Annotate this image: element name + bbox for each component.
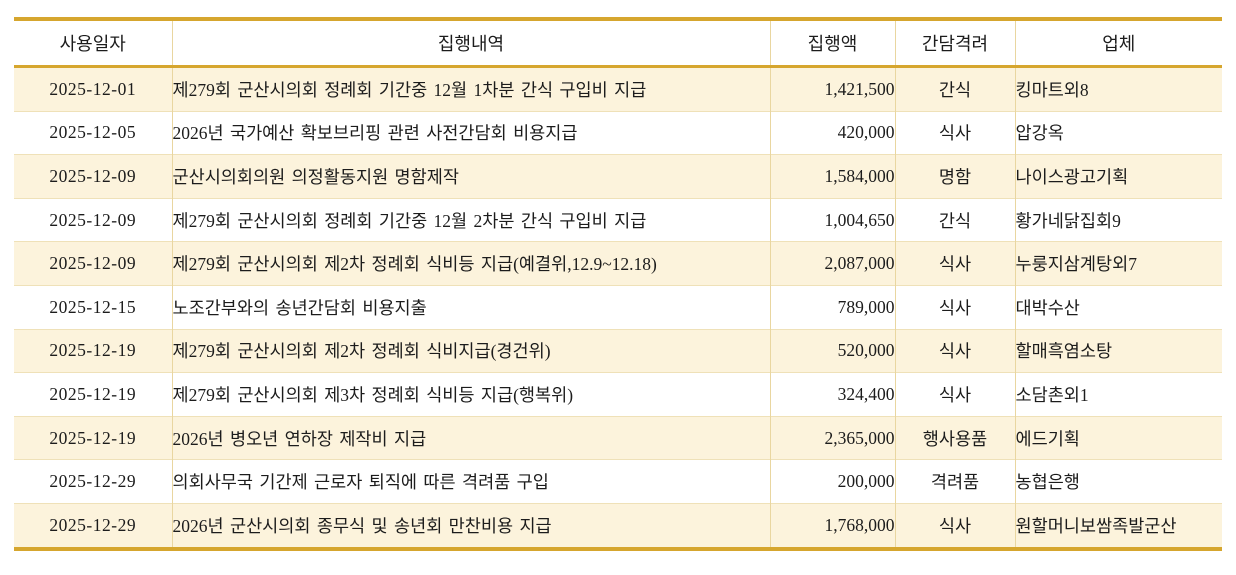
cell-vendor: 에드기획	[1014, 415, 1222, 460]
cell-category: 식사	[894, 372, 1015, 417]
cell-vendor: 누룽지삼계탕외7	[1014, 241, 1222, 286]
table-row: 2025-12-29 의회사무국 기간제 근로자 퇴직에 따른 격려품 구입 2…	[14, 459, 1222, 504]
cell-category: 식사	[894, 502, 1015, 549]
cell-execution-amount: 2,365,000	[769, 415, 895, 460]
table-row: 2025-12-19 제279회 군산시의회 제2차 정례회 식비지급(경건위)…	[14, 328, 1222, 373]
cell-category: 식사	[894, 284, 1015, 330]
cell-execution-amount: 1,768,000	[769, 502, 895, 549]
column-header-execution-detail: 집행내역	[171, 19, 770, 68]
cell-vendor: 킹마트외8	[1014, 66, 1222, 112]
cell-execution-detail: 제279회 군산시의회 제2차 정례회 식비등 지급(예결위,12.9~12.1…	[171, 241, 770, 286]
cell-execution-detail: 노조간부와의 송년간담회 비용지출	[171, 284, 770, 330]
cell-category: 간식	[894, 66, 1015, 112]
cell-category: 식사	[894, 241, 1015, 286]
expense-table: 사용일자 집행내역 집행액 간담격려 업체 2025-12-01 제279회 군…	[14, 17, 1222, 551]
column-header-vendor: 업체	[1014, 19, 1222, 68]
cell-category: 식사	[894, 328, 1015, 373]
cell-execution-detail: 군산시의회의원 의정활동지원 명함제작	[171, 154, 770, 199]
cell-execution-detail: 2026년 병오년 연하장 제작비 지급	[171, 415, 770, 460]
header-row: 사용일자 집행내역 집행액 간담격려 업체	[14, 19, 1222, 68]
cell-execution-amount: 1,004,650	[769, 197, 895, 242]
table-row: 2025-12-19 2026년 병오년 연하장 제작비 지급 2,365,00…	[14, 415, 1222, 460]
cell-usage-date: 2025-12-19	[14, 415, 172, 460]
cell-category: 격려품	[894, 459, 1015, 504]
cell-vendor: 압강옥	[1014, 110, 1222, 155]
cell-execution-detail: 2026년 군산시의회 종무식 및 송년회 만찬비용 지급	[171, 502, 770, 549]
cell-execution-amount: 789,000	[769, 284, 895, 330]
expense-table-container: 사용일자 집행내역 집행액 간담격려 업체 2025-12-01 제279회 군…	[14, 17, 1222, 551]
cell-usage-date: 2025-12-05	[14, 110, 172, 155]
table-row: 2025-12-19 제279회 군산시의회 제3차 정례회 식비등 지급(행복…	[14, 372, 1222, 417]
table-body: 2025-12-01 제279회 군산시의회 정례회 기간중 12월 1차분 간…	[14, 66, 1222, 549]
table-header: 사용일자 집행내역 집행액 간담격려 업체	[14, 19, 1222, 68]
cell-usage-date: 2025-12-09	[14, 241, 172, 286]
column-header-usage-date: 사용일자	[14, 19, 172, 68]
cell-vendor: 황가네닭집회9	[1014, 197, 1222, 242]
table-row: 2025-12-05 2026년 국가예산 확보브리핑 관련 사전간담회 비용지…	[14, 110, 1222, 155]
cell-execution-amount: 1,421,500	[769, 66, 895, 112]
cell-usage-date: 2025-12-09	[14, 154, 172, 199]
cell-execution-amount: 520,000	[769, 328, 895, 373]
table-row: 2025-12-29 2026년 군산시의회 종무식 및 송년회 만찬비용 지급…	[14, 502, 1222, 549]
cell-execution-detail: 2026년 국가예산 확보브리핑 관련 사전간담회 비용지급	[171, 110, 770, 155]
cell-usage-date: 2025-12-15	[14, 284, 172, 330]
cell-execution-amount: 2,087,000	[769, 241, 895, 286]
cell-usage-date: 2025-12-19	[14, 372, 172, 417]
column-header-execution-amount: 집행액	[769, 19, 895, 68]
cell-usage-date: 2025-12-09	[14, 197, 172, 242]
cell-execution-detail: 제279회 군산시의회 제3차 정례회 식비등 지급(행복위)	[171, 372, 770, 417]
table-row: 2025-12-01 제279회 군산시의회 정례회 기간중 12월 1차분 간…	[14, 66, 1222, 112]
table-row: 2025-12-09 군산시의회의원 의정활동지원 명함제작 1,584,000…	[14, 154, 1222, 199]
cell-category: 명함	[894, 154, 1015, 199]
cell-usage-date: 2025-12-19	[14, 328, 172, 373]
cell-execution-amount: 1,584,000	[769, 154, 895, 199]
cell-vendor: 원할머니보쌈족발군산	[1014, 502, 1222, 549]
cell-category: 간식	[894, 197, 1015, 242]
cell-vendor: 나이스광고기획	[1014, 154, 1222, 199]
cell-execution-detail: 제279회 군산시의회 제2차 정례회 식비지급(경건위)	[171, 328, 770, 373]
cell-execution-amount: 420,000	[769, 110, 895, 155]
cell-usage-date: 2025-12-01	[14, 66, 172, 112]
cell-vendor: 할매흑염소탕	[1014, 328, 1222, 373]
cell-execution-amount: 324,400	[769, 372, 895, 417]
cell-usage-date: 2025-12-29	[14, 459, 172, 504]
cell-execution-detail: 제279회 군산시의회 정례회 기간중 12월 1차분 간식 구입비 지급	[171, 66, 770, 112]
cell-vendor: 대박수산	[1014, 284, 1222, 330]
cell-vendor: 농협은행	[1014, 459, 1222, 504]
cell-execution-detail: 의회사무국 기간제 근로자 퇴직에 따른 격려품 구입	[171, 459, 770, 504]
cell-category: 행사용품	[894, 415, 1015, 460]
column-header-category: 간담격려	[894, 19, 1015, 68]
table-row: 2025-12-09 제279회 군산시의회 제2차 정례회 식비등 지급(예결…	[14, 241, 1222, 286]
cell-vendor: 소담촌외1	[1014, 372, 1222, 417]
cell-category: 식사	[894, 110, 1015, 155]
cell-execution-detail: 제279회 군산시의회 정례회 기간중 12월 2차분 간식 구입비 지급	[171, 197, 770, 242]
cell-execution-amount: 200,000	[769, 459, 895, 504]
table-row: 2025-12-15 노조간부와의 송년간담회 비용지출 789,000 식사 …	[14, 284, 1222, 330]
table-row: 2025-12-09 제279회 군산시의회 정례회 기간중 12월 2차분 간…	[14, 197, 1222, 242]
cell-usage-date: 2025-12-29	[14, 502, 172, 549]
